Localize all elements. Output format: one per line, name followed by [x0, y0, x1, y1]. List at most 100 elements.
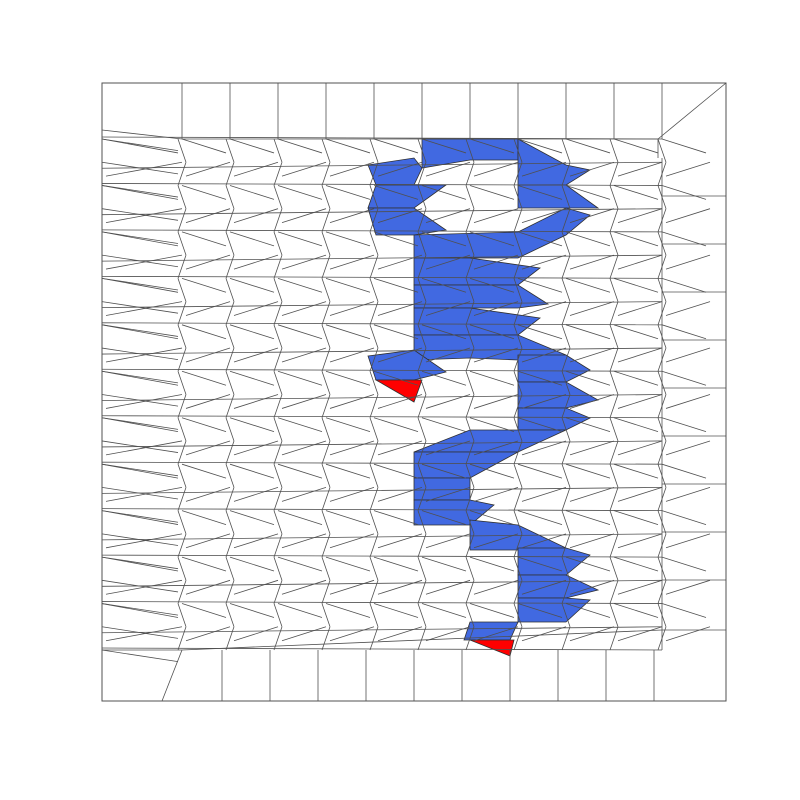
mesh-diag-edge: [277, 277, 323, 293]
mesh-col-edge: [561, 533, 571, 558]
mesh-col-edge: [369, 626, 379, 651]
mesh-row-edge: [101, 647, 663, 651]
mesh-diag-edge: [229, 185, 275, 200]
mesh-diag-edge: [425, 208, 471, 223]
left-fan-edge: [101, 324, 179, 337]
mesh-diag-edge: [469, 277, 515, 293]
mesh-diag-edge: [517, 417, 563, 433]
mesh-col-edge: [321, 417, 331, 442]
path-cell: [517, 574, 600, 599]
mesh-diag-edge: [229, 370, 275, 386]
mesh-row-edge: [101, 626, 663, 634]
mesh-diag-edge: [661, 185, 707, 200]
mesh-col-edge: [177, 556, 187, 581]
mesh-diag-edge: [233, 347, 279, 363]
mesh-diag-edge: [565, 185, 611, 200]
mesh-diag-edge: [281, 208, 327, 223]
mesh-col-edge: [417, 580, 427, 604]
mesh-diag-edge: [517, 463, 563, 479]
mesh-diag-edge: [473, 301, 519, 316]
mesh-col-edge: [657, 580, 667, 604]
mesh-diag-edge: [373, 185, 419, 200]
mesh-col-edge: [369, 487, 379, 511]
mesh-diag-edge: [473, 487, 519, 502]
mesh-diag-edge: [665, 301, 711, 316]
mesh-col-edge: [561, 417, 571, 442]
mesh-col-edge: [369, 580, 379, 604]
mesh-col-edge: [225, 347, 235, 372]
mesh-diag-edge: [325, 185, 371, 200]
mesh-col-edge: [465, 487, 475, 511]
mesh-diag-edge: [329, 161, 375, 177]
mesh-col-edge: [369, 603, 379, 627]
mesh-diag-edge: [373, 463, 419, 479]
mesh-diag-edge: [665, 487, 711, 502]
mesh-diag-edge: [185, 208, 231, 223]
mesh-diag-edge: [229, 324, 275, 340]
mesh-col-edge: [657, 347, 667, 372]
left-fan-edge: [101, 370, 179, 384]
mesh-col-edge: [177, 255, 187, 279]
mesh-diag-edge: [469, 556, 515, 572]
path-cell: [413, 429, 567, 453]
mesh-diag-edge: [517, 277, 563, 293]
mesh-diag-edge: [613, 510, 659, 525]
left-fan-edge: [101, 487, 179, 500]
mesh-diag-edge: [185, 440, 231, 456]
mesh-diag-edge: [281, 579, 327, 595]
mesh-diag-edge: [373, 370, 419, 386]
mesh-col-edge: [609, 487, 619, 511]
mesh-col-edge: [417, 162, 427, 186]
mesh-diag-edge: [105, 394, 183, 409]
mesh-col-edge: [513, 301, 523, 325]
mesh-col-edge: [369, 324, 379, 349]
left-fan-edge: [101, 463, 179, 477]
mesh-diag-edge: [377, 254, 423, 270]
mesh-diag-edge: [233, 626, 279, 642]
mesh-col-edge: [657, 510, 667, 534]
mesh-diag-edge: [329, 440, 375, 456]
mesh-col-edge: [369, 138, 379, 163]
mesh-col-edge: [417, 185, 427, 209]
mesh-row-edge: [101, 275, 663, 279]
left-fan-edge: [101, 161, 179, 175]
mesh-diag-edge: [469, 463, 515, 479]
mesh-diag-edge: [613, 417, 659, 433]
mesh-col-edge: [609, 417, 619, 442]
mesh-diag-edge: [613, 370, 659, 386]
mesh-row-edge: [101, 183, 663, 186]
mesh-diag-edge: [617, 208, 663, 223]
mesh-col-edge: [657, 417, 667, 442]
mesh-diag-edge: [105, 161, 183, 177]
mesh-col-edge: [225, 208, 235, 233]
path-cell: [517, 407, 591, 431]
mesh-diag-edge: [281, 440, 327, 456]
mesh-diag-edge: [277, 510, 323, 525]
mesh-col-edge: [609, 162, 619, 186]
marker-cell: [374, 379, 423, 403]
mesh-diag-edge: [617, 254, 663, 270]
mesh-diag-edge: [661, 417, 707, 433]
mesh-diag-edge: [469, 185, 515, 200]
mesh-col-edge: [321, 255, 331, 279]
left-fan-edge: [101, 254, 179, 268]
mesh-col-edge: [225, 371, 235, 395]
mesh-diag-edge: [377, 208, 423, 223]
mesh-col-edge: [273, 185, 283, 209]
marker-cell: [469, 639, 515, 657]
mesh-row-edge: [101, 368, 663, 372]
mesh-col-edge: [273, 138, 283, 163]
mesh-col-edge: [177, 464, 187, 488]
mesh-diag-edge: [329, 301, 375, 316]
mesh-diag-edge: [281, 254, 327, 270]
mesh-row-edge: [101, 461, 663, 465]
mesh-diag-edge: [425, 579, 471, 595]
mesh-col-edge: [369, 162, 379, 186]
mesh-diag-edge: [325, 277, 371, 293]
mesh-diag-edge: [469, 510, 515, 525]
mesh-col-edge: [417, 371, 427, 395]
mesh-diag-edge: [517, 231, 563, 247]
mesh-col-edge: [561, 580, 571, 604]
mesh-diag-edge: [229, 556, 275, 572]
mesh-diag-edge: [181, 185, 227, 200]
